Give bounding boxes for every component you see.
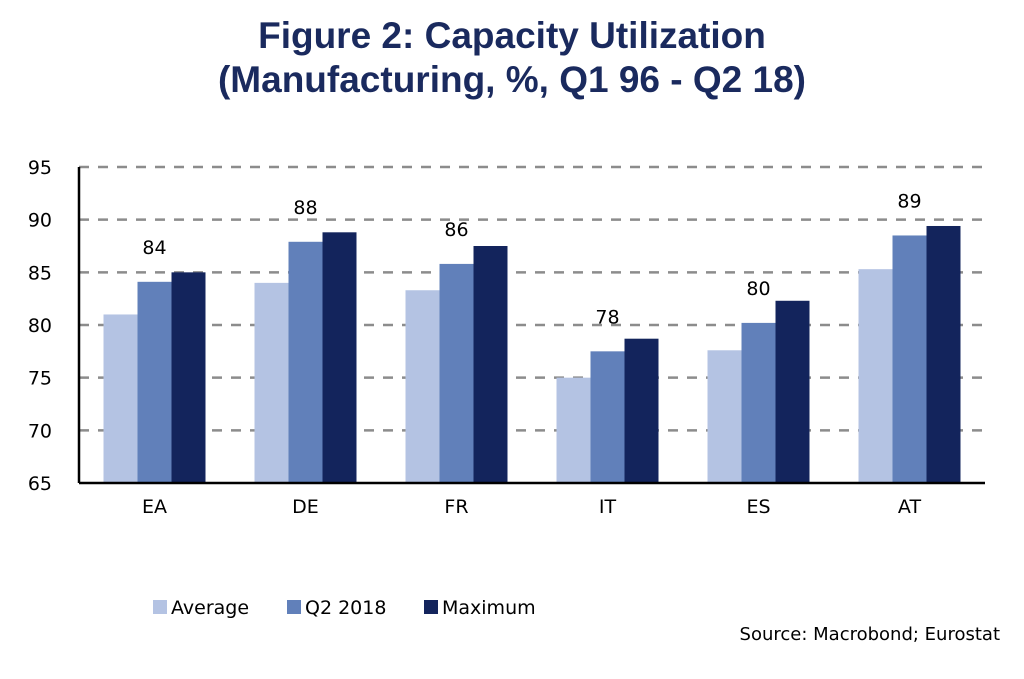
legend-label: Q2 2018 <box>305 597 386 619</box>
x-tick-label: DE <box>292 496 319 518</box>
bar-de-average <box>254 282 289 483</box>
bar-fr-q2-2018 <box>439 263 474 483</box>
x-axis-ticks: EA DE FR IT ES AT <box>142 496 921 518</box>
bar-fr-maximum <box>473 246 508 483</box>
bar-fr-average <box>405 290 440 483</box>
legend-item: Average <box>153 597 249 619</box>
bar-ea-q2-2018 <box>137 281 172 483</box>
source-note: Source: Macrobond; Eurostat <box>739 624 1000 645</box>
x-tick-label: IT <box>599 496 617 518</box>
bar-es-average <box>707 350 742 483</box>
y-tick-label: 70 <box>28 420 52 442</box>
axes <box>77 167 985 485</box>
bar-at-q2-2018 <box>892 235 927 483</box>
bars <box>103 225 961 483</box>
chart-title-line1: Figure 2: Capacity Utilization <box>258 15 766 56</box>
bar-de-q2-2018 <box>288 241 323 483</box>
chart-title: Figure 2: Capacity Utilization (Manufact… <box>0 14 1024 102</box>
bar-it-maximum <box>624 338 659 483</box>
legend-swatch <box>424 600 438 614</box>
legend-label: Average <box>171 597 249 619</box>
chart-subtitle: (Manufacturing, %, Q1 96 - Q2 18) <box>217 59 806 100</box>
bar-at-average <box>858 269 893 483</box>
legend-swatch <box>153 600 167 614</box>
legend-swatch <box>287 600 301 614</box>
data-label: 78 <box>595 306 619 328</box>
bar-es-maximum <box>775 300 810 483</box>
data-label: 88 <box>293 197 317 219</box>
y-axis-ticks: 65 70 75 80 85 90 95 <box>28 157 52 495</box>
bar-it-q2-2018 <box>590 351 625 483</box>
y-tick-label: 65 <box>28 473 52 495</box>
data-labels: 84 88 86 78 80 89 <box>142 190 921 328</box>
bar-at-maximum <box>926 225 961 483</box>
legend-item: Q2 2018 <box>287 597 386 619</box>
data-label: 84 <box>142 237 166 259</box>
x-tick-label: ES <box>746 496 770 518</box>
data-label: 89 <box>897 190 921 212</box>
legend: Average Q2 2018 Maximum <box>153 597 536 619</box>
bar-ea-average <box>103 314 138 483</box>
legend-label: Maximum <box>442 597 536 619</box>
y-tick-label: 75 <box>28 368 52 390</box>
y-tick-label: 80 <box>28 315 52 337</box>
x-tick-label: FR <box>444 496 468 518</box>
gridlines <box>79 165 985 432</box>
y-tick-label: 85 <box>28 262 52 284</box>
bar-de-maximum <box>322 232 357 483</box>
legend-item: Maximum <box>424 597 536 619</box>
y-tick-label: 95 <box>28 157 52 179</box>
x-tick-label: EA <box>142 496 167 518</box>
x-tick-label: AT <box>898 496 922 518</box>
bar-es-q2-2018 <box>741 322 776 483</box>
y-tick-label: 90 <box>28 210 52 232</box>
data-label: 86 <box>444 219 468 241</box>
bar-it-average <box>556 377 591 483</box>
bar-ea-maximum <box>171 272 206 483</box>
data-label: 80 <box>746 278 770 300</box>
